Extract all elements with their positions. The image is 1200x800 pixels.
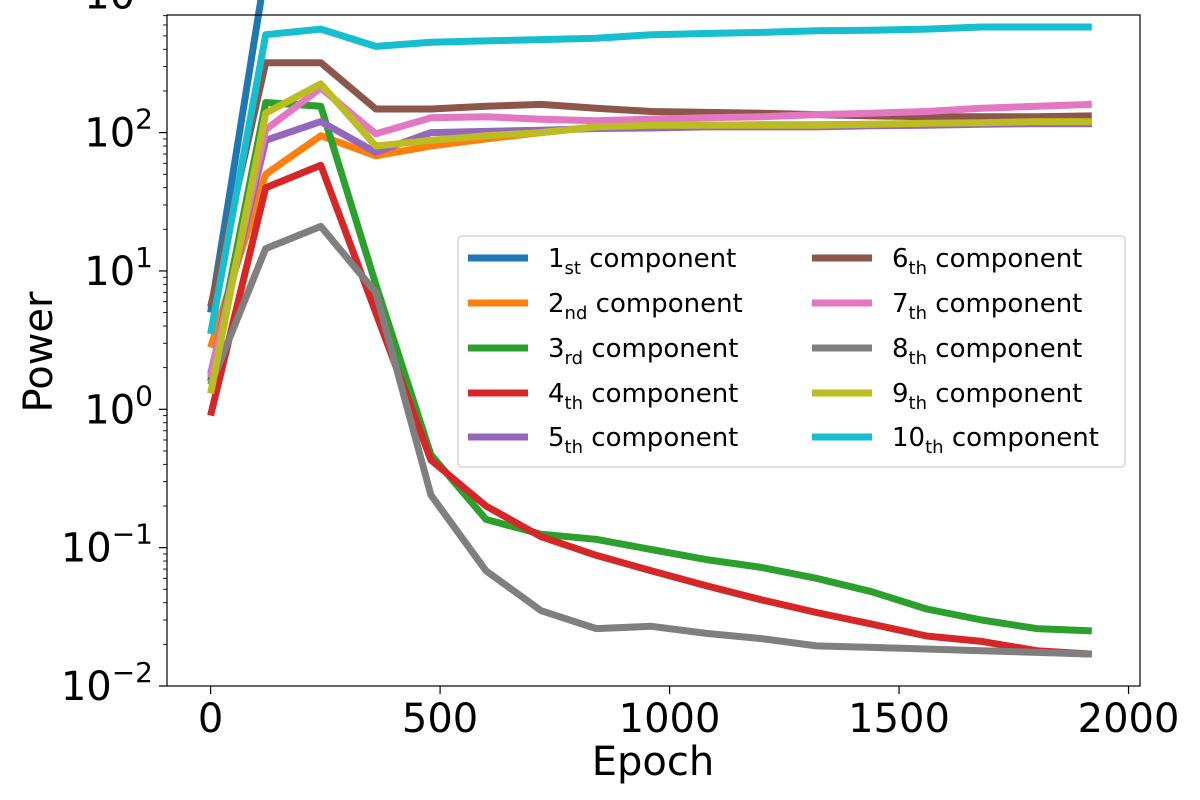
plot-frame <box>166 14 1141 687</box>
y-tick-label: 103 <box>84 0 153 18</box>
y-tick-label: 101 <box>84 241 153 295</box>
series-line-10 <box>207 23 1092 335</box>
legend: 1st component 2nd component 3rd component 4… <box>457 235 1126 468</box>
series-line-7 <box>207 84 1092 379</box>
y-tick-label: 10−2 <box>61 656 153 710</box>
y-tick-label: 102 <box>84 103 153 157</box>
legend-label-7: 7th component <box>892 289 1082 324</box>
y-tick-label: 100 <box>84 379 153 433</box>
x-tick-label: 2000 <box>1078 696 1180 742</box>
x-axis-label: Epoch <box>592 739 714 785</box>
series-line-6 <box>207 59 1092 308</box>
x-tick-label: 500 <box>402 696 478 742</box>
series-line-4 <box>207 161 1093 658</box>
x-tick-label: 1000 <box>619 696 721 742</box>
legend-label-9: 9th component <box>892 379 1082 414</box>
legend-label-6: 6th component <box>892 244 1082 279</box>
legend-frame <box>457 235 1126 468</box>
legend-label-2: 2nd component <box>548 289 743 324</box>
x-axis: 0 500 1000 1500 2000 <box>198 686 1180 742</box>
legend-label-5: 5th component <box>548 423 738 458</box>
y-tick-label: 10−1 <box>61 518 153 572</box>
y-axis: 10−2 10−1 100 101 102 103 <box>61 0 167 710</box>
series-line-8 <box>207 222 1092 658</box>
series-lines <box>207 0 1093 658</box>
series-line-3 <box>207 99 1092 635</box>
y-axis-label: Power <box>16 291 62 412</box>
legend-label-1: 1st component <box>548 244 736 279</box>
legend-label-10: 10th component <box>892 423 1099 458</box>
legend-label-4: 4th component <box>548 379 738 414</box>
x-tick-label: 1500 <box>848 696 950 742</box>
legend-label-3: 3rd component <box>548 334 738 369</box>
x-tick-label: 0 <box>198 696 223 742</box>
legend-label-8: 8th component <box>892 334 1082 369</box>
series-line-9 <box>207 80 1092 395</box>
